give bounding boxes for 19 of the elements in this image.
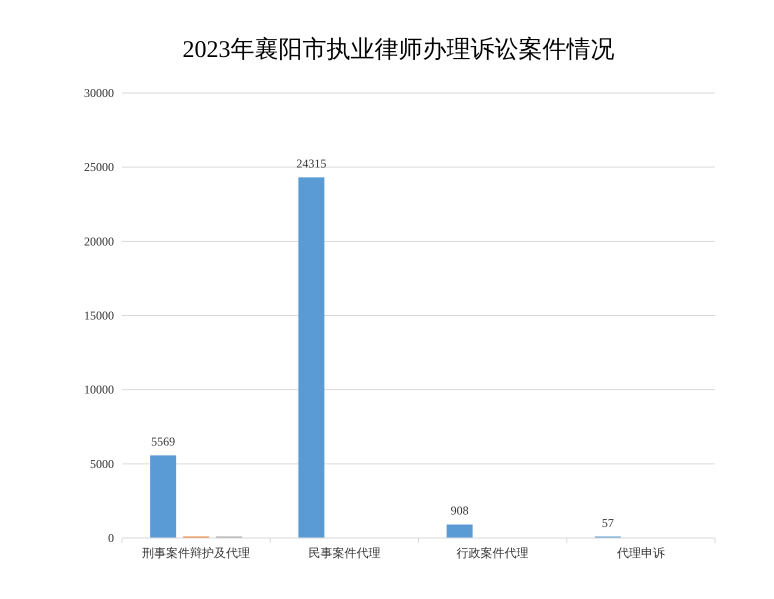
y-tick-label: 30000 — [84, 86, 114, 100]
data-label: 24315 — [296, 156, 326, 170]
y-tick-label: 25000 — [84, 160, 114, 174]
bar — [298, 177, 324, 538]
x-tick-label: 刑事案件辩护及代理 — [142, 546, 250, 560]
data-label: 5569 — [151, 434, 176, 448]
y-tick-label: 5000 — [90, 456, 114, 471]
y-tick-label: 15000 — [84, 308, 114, 322]
x-tick-label: 代理申诉 — [616, 546, 665, 560]
y-tick-label: 0 — [108, 531, 114, 545]
data-label: 908 — [450, 504, 469, 518]
x-tick-label: 民事案件代理 — [308, 546, 380, 560]
y-tick-label: 20000 — [84, 234, 114, 248]
chart-title: 2023年襄阳市执业律师办理诉讼案件情况 — [182, 36, 614, 63]
y-tick-label: 10000 — [84, 382, 114, 397]
x-tick-label: 行政案件代理 — [456, 546, 529, 560]
bar — [150, 455, 176, 538]
data-label: 57 — [602, 516, 614, 530]
bar — [446, 524, 473, 538]
